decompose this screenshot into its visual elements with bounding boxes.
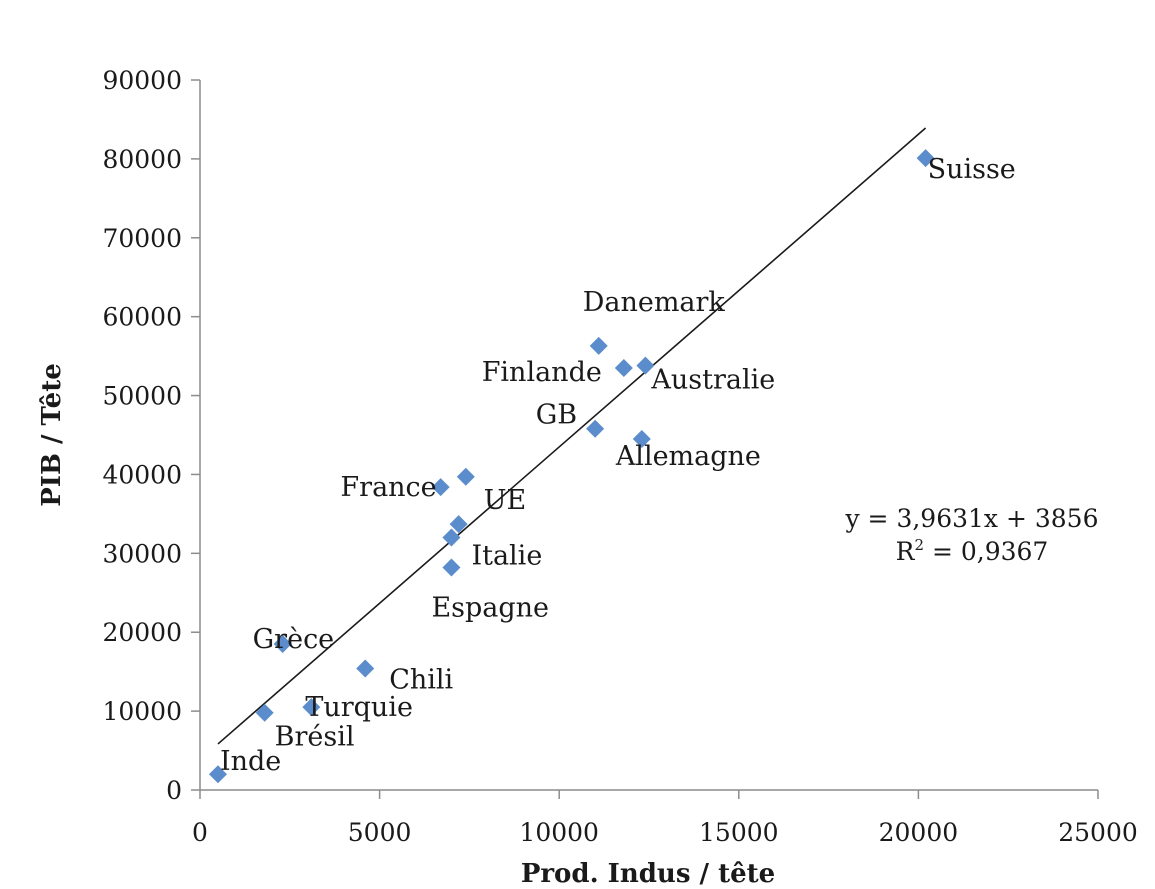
r-squared-label: R2 = 0,9367 <box>896 536 1049 566</box>
point-label: Danemark <box>583 287 726 318</box>
point-label: Inde <box>220 746 281 777</box>
y-tick-label: 0 <box>166 776 182 805</box>
data-point-marker <box>916 149 935 168</box>
data-point-marker <box>302 698 321 717</box>
y-tick-label: 80000 <box>102 145 182 174</box>
y-tick-label: 30000 <box>102 539 182 568</box>
point-label: Italie <box>471 541 542 572</box>
data-points <box>208 149 935 784</box>
y-tick-label: 90000 <box>102 66 182 95</box>
data-point-marker <box>614 358 633 377</box>
data-point-marker <box>636 356 655 375</box>
point-label: Espagne <box>431 593 549 624</box>
point-label: Chili <box>389 665 453 696</box>
data-point-marker <box>208 765 227 784</box>
data-point-marker <box>456 467 475 486</box>
y-tick-label: 70000 <box>102 224 182 253</box>
x-axis-ticks: 0 5000 10000 15000 20000 25000 <box>192 790 1138 847</box>
data-point-marker <box>442 528 461 547</box>
point-label: France <box>340 472 436 503</box>
axes <box>199 80 1098 791</box>
y-tick-label: 10000 <box>102 697 182 726</box>
y-axis-title: PIB / Tête <box>37 363 67 507</box>
data-point-marker <box>356 659 375 678</box>
point-label: UE <box>484 485 526 516</box>
y-axis-ticks: 0 10000 20000 30000 40000 50000 60000 70000 8000… <box>102 66 200 805</box>
data-point-marker <box>632 429 651 448</box>
point-label: GB <box>536 400 577 431</box>
x-tick-label: 15000 <box>699 818 779 847</box>
point-label: Allemagne <box>615 441 761 472</box>
x-tick-label: 5000 <box>348 818 412 847</box>
data-point-marker <box>255 703 274 722</box>
point-label: Turquie <box>305 692 413 723</box>
y-tick-label: 40000 <box>102 460 182 489</box>
point-label: Australie <box>650 365 775 396</box>
data-point-marker <box>586 419 605 438</box>
data-point-marker <box>442 558 461 577</box>
trendline <box>217 127 927 745</box>
y-tick-label: 60000 <box>102 303 182 332</box>
data-point-marker <box>431 478 450 497</box>
y-tick-label: 20000 <box>102 618 182 647</box>
data-point-marker <box>273 635 292 654</box>
point-label: Grèce <box>253 624 335 655</box>
point-label: Brésil <box>275 722 355 753</box>
point-label: Suisse <box>928 154 1016 185</box>
trendline-equation: y = 3,9631x + 3856 <box>844 504 1098 533</box>
x-tick-label: 10000 <box>519 818 599 847</box>
data-point-marker <box>589 336 608 355</box>
x-tick-label: 20000 <box>879 818 959 847</box>
x-axis-title: Prod. Indus / tête <box>521 859 775 889</box>
x-tick-label: 25000 <box>1058 818 1138 847</box>
data-point-marker <box>449 515 468 534</box>
x-tick-label: 0 <box>192 818 208 847</box>
point-label: Finlande <box>482 357 602 388</box>
y-tick-label: 50000 <box>102 382 182 411</box>
